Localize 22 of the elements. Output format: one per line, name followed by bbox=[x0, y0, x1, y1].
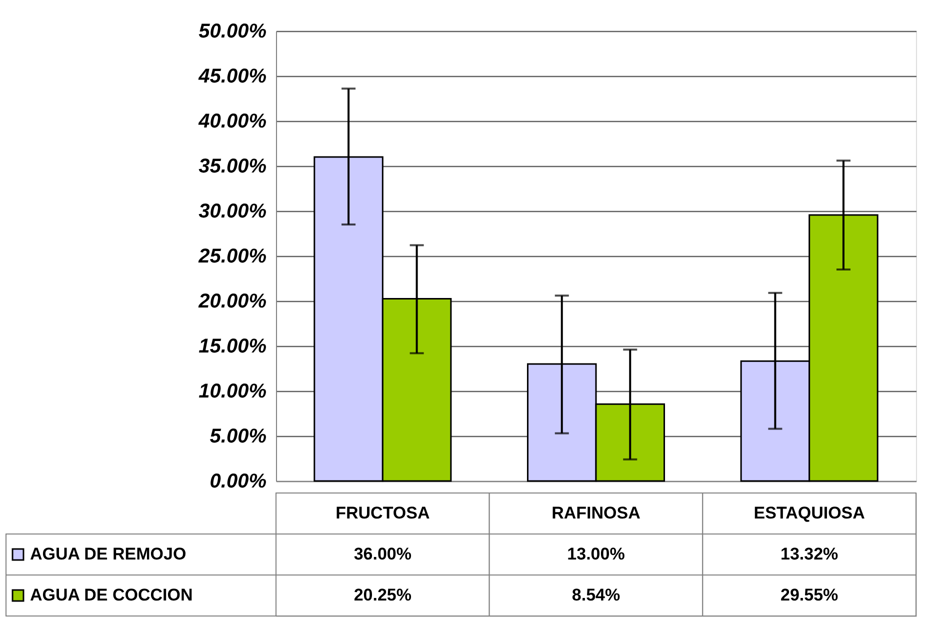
y-tick-label: 20.00% bbox=[198, 290, 267, 312]
y-tick-label: 35.00% bbox=[198, 156, 267, 178]
y-tick-label: 0.00% bbox=[210, 470, 267, 492]
x-tick-label: FRUCTOSA bbox=[336, 504, 430, 522]
y-tick-label: 25.00% bbox=[198, 246, 267, 268]
data-label: 13.32% bbox=[780, 544, 838, 564]
y-tick-label: 50.00% bbox=[198, 20, 267, 42]
y-tick-label: 30.00% bbox=[198, 200, 267, 222]
x-tick-label: ESTAQUIOSA bbox=[754, 504, 865, 522]
legend-label: AGUA DE REMOJO bbox=[30, 544, 186, 564]
y-tick-label: 5.00% bbox=[210, 426, 267, 448]
data-label: 29.55% bbox=[780, 586, 838, 604]
data-label: 8.54% bbox=[572, 586, 620, 604]
y-tick-label: 15.00% bbox=[198, 336, 267, 358]
data-label: 13.00% bbox=[567, 544, 625, 564]
x-tick-label: RAFINOSA bbox=[552, 504, 640, 522]
y-tick-label: 10.00% bbox=[198, 380, 267, 402]
data-label: 20.25% bbox=[354, 586, 412, 604]
data-label: 36.00% bbox=[354, 544, 412, 564]
legend-label: AGUA DE COCCION bbox=[30, 586, 193, 604]
y-tick-label: 40.00% bbox=[198, 110, 267, 132]
y-tick-label: 45.00% bbox=[198, 66, 267, 88]
